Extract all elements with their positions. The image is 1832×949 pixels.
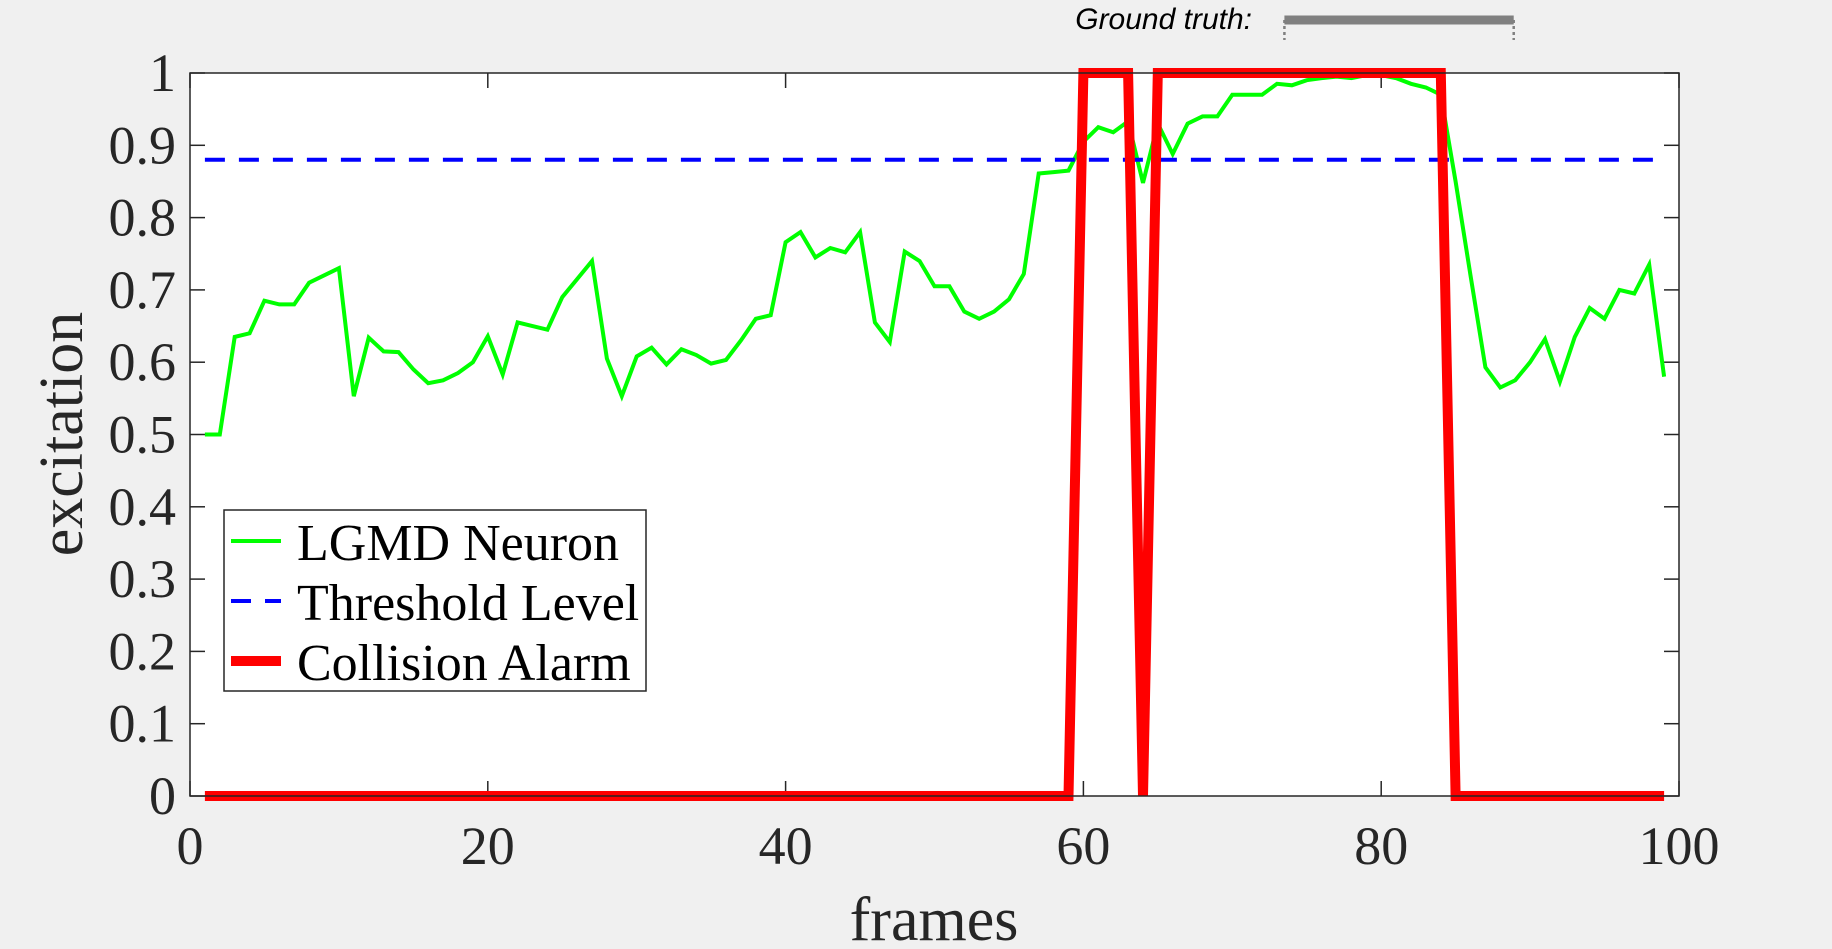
plot-frame xyxy=(189,72,1680,797)
y-tick-label: 0.5 xyxy=(109,405,177,465)
series-line-lgmd-neuron xyxy=(204,73,1667,437)
y-tick-label: 0.6 xyxy=(109,332,177,392)
legend-label-collision-alarm: Collision Alarm xyxy=(297,635,631,692)
legend-label-lgmd-neuron: LGMD Neuron xyxy=(297,515,619,572)
ground-truth-label: Ground truth: xyxy=(1075,3,1252,36)
x-tick-label: 40 xyxy=(759,816,813,876)
x-tick-label: 0 xyxy=(177,816,204,876)
y-tick-label: 0.9 xyxy=(109,115,177,175)
y-tick-label: 0.3 xyxy=(109,549,177,609)
x-tick-label: 20 xyxy=(461,816,515,876)
x-tick-label: 100 xyxy=(1639,816,1720,876)
y-axis-label: excitation xyxy=(28,312,96,556)
y-tick-labels: 0 0.1 0.2 0.3 0.4 0.5 0.6 0.7 0.8 0.9 1 xyxy=(109,43,177,826)
y-tick-label: 1 xyxy=(149,43,176,103)
x-tick-labels: 0 20 40 60 80 100 xyxy=(177,816,1720,876)
y-tick-label: 0.1 xyxy=(109,694,177,754)
legend-box xyxy=(223,509,647,692)
y-tick-label: 0.4 xyxy=(109,477,177,537)
legend: LGMD Neuron Threshold Level Collision Al… xyxy=(223,509,647,692)
x-tick-label: 60 xyxy=(1056,816,1110,876)
legend-label-threshold-level: Threshold Level xyxy=(297,575,639,632)
x-axis-label: frames xyxy=(850,886,1019,949)
y-tick-label: 0.7 xyxy=(109,260,177,320)
x-tick-label: 80 xyxy=(1354,816,1408,876)
y-tick-label: 0.2 xyxy=(109,621,177,681)
y-tick-label: 0 xyxy=(149,766,176,826)
ground-truth: Ground truth: xyxy=(1075,3,1515,40)
y-tick-label: 0.8 xyxy=(109,188,177,248)
